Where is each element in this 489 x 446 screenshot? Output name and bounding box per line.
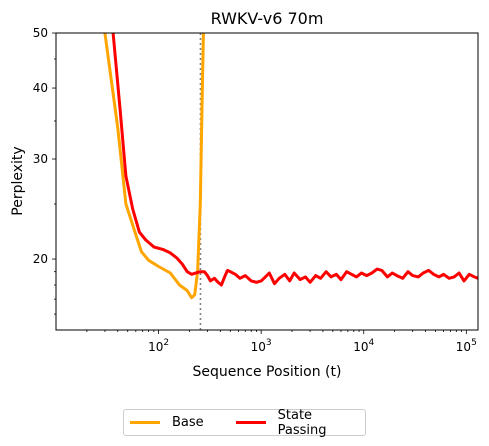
x-tick-label: 104	[353, 338, 374, 354]
plot-frame	[55, 32, 479, 331]
x-tick-label: 103	[251, 338, 272, 354]
legend-swatch-state-passing	[235, 421, 266, 424]
axes: 102 103 104 105 20 30 40 50	[33, 26, 477, 354]
y-tick-label: 30	[33, 152, 48, 166]
legend-swatch-base	[130, 421, 160, 424]
y-tick-label: 20	[33, 252, 48, 266]
legend-item-state-passing: State Passing	[230, 408, 365, 438]
series-line-base	[103, 33, 205, 300]
plot-area	[103, 33, 478, 330]
x-tick-label: 102	[148, 338, 169, 354]
legend-label-state-passing: State Passing	[277, 407, 327, 438]
x-axis-label: Sequence Position (t)	[193, 364, 342, 380]
y-tick-label: 50	[33, 26, 48, 40]
y-tick-label: 40	[33, 81, 48, 95]
y-axis-label: Perplexity	[10, 146, 26, 215]
legend: Base State Passing	[123, 408, 366, 438]
chart-title: RWKV-v6 70m	[211, 9, 324, 28]
legend-label-base: Base	[172, 415, 204, 430]
x-tick-label: 105	[456, 338, 477, 354]
series-line-state-passing	[111, 33, 478, 287]
legend-item-base: Base	[124, 415, 204, 430]
